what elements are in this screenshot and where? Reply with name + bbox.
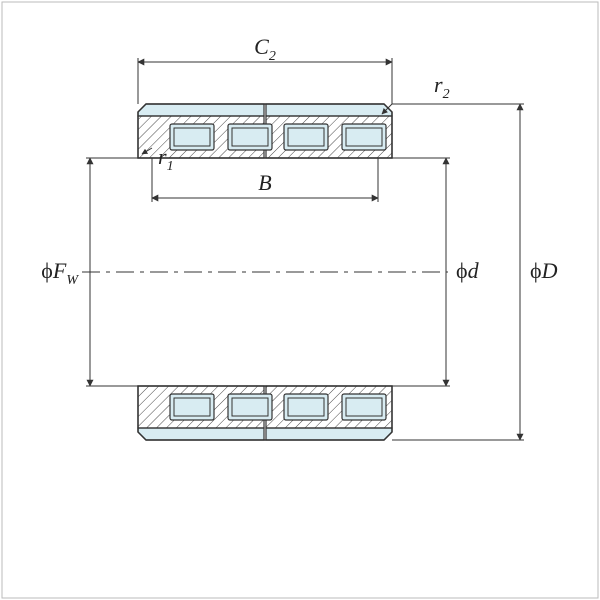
svg-text:ϕD: ϕD <box>530 258 558 283</box>
svg-text:ϕFW: ϕFW <box>41 258 79 288</box>
svg-text:r2: r2 <box>434 72 450 102</box>
svg-text:B: B <box>258 170 271 195</box>
svg-text:C2: C2 <box>254 34 276 64</box>
bearing-cross-section-diagram: C2r2r1BϕFWϕdϕD <box>0 0 600 600</box>
svg-text:ϕd: ϕd <box>456 258 480 283</box>
